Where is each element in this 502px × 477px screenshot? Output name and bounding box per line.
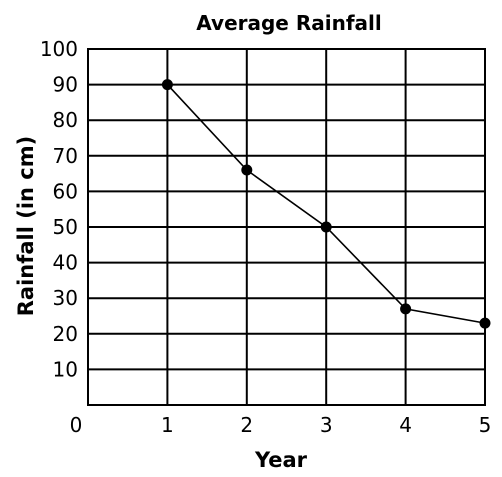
data-point xyxy=(320,221,332,233)
x-tick-label: 2 xyxy=(240,413,253,437)
chart-title: Average Rainfall xyxy=(196,11,381,35)
y-tick-label: 40 xyxy=(53,251,78,275)
y-tick-label: 90 xyxy=(53,73,78,97)
y-tick-label: 80 xyxy=(53,108,78,132)
series xyxy=(161,79,491,329)
x-tick-label: 5 xyxy=(479,413,492,437)
y-axis-label: Rainfall (in cm) xyxy=(14,136,38,317)
data-point xyxy=(400,303,412,315)
x-tick-label: 4 xyxy=(399,413,412,437)
origin-tick-label: 0 xyxy=(70,413,83,437)
y-tick-label: 60 xyxy=(53,179,78,203)
y-tick-label: 20 xyxy=(53,322,78,346)
x-tick-label: 1 xyxy=(161,413,174,437)
plot-frame xyxy=(87,48,486,406)
data-point xyxy=(479,317,491,329)
y-tick-label: 50 xyxy=(53,215,78,239)
y-tick-label: 100 xyxy=(40,37,78,61)
y-tick-label: 30 xyxy=(53,286,78,310)
grid xyxy=(87,48,486,406)
y-tick-label: 10 xyxy=(53,357,78,381)
x-tick-label: 3 xyxy=(320,413,333,437)
data-point xyxy=(161,79,173,91)
x-axis-label: Year xyxy=(254,448,308,472)
data-point xyxy=(241,164,253,176)
y-tick-label: 70 xyxy=(53,144,78,168)
